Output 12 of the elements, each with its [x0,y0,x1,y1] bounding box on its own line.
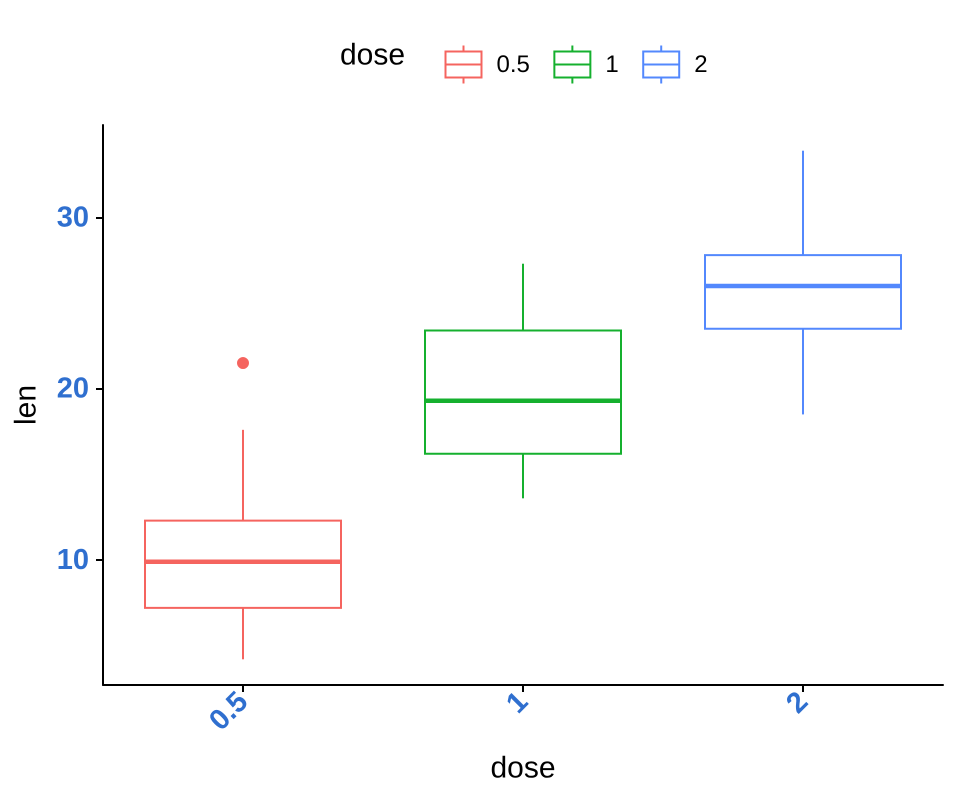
x-axis-title: dose [490,752,556,784]
x-tick-label: 1 [500,686,534,720]
y-tick-label: 30 [56,201,89,234]
y-axis-title: len [10,384,42,426]
legend-title: dose [340,38,406,72]
y-tick-label: 10 [56,544,89,576]
legend-label: 0.5 [496,51,530,78]
y-tick-label: 20 [56,372,89,405]
legend-label: 1 [605,51,619,78]
legend-label: 2 [694,51,708,78]
x-tick-label: 2 [780,686,814,720]
x-tick-label: 0.5 [203,686,254,737]
